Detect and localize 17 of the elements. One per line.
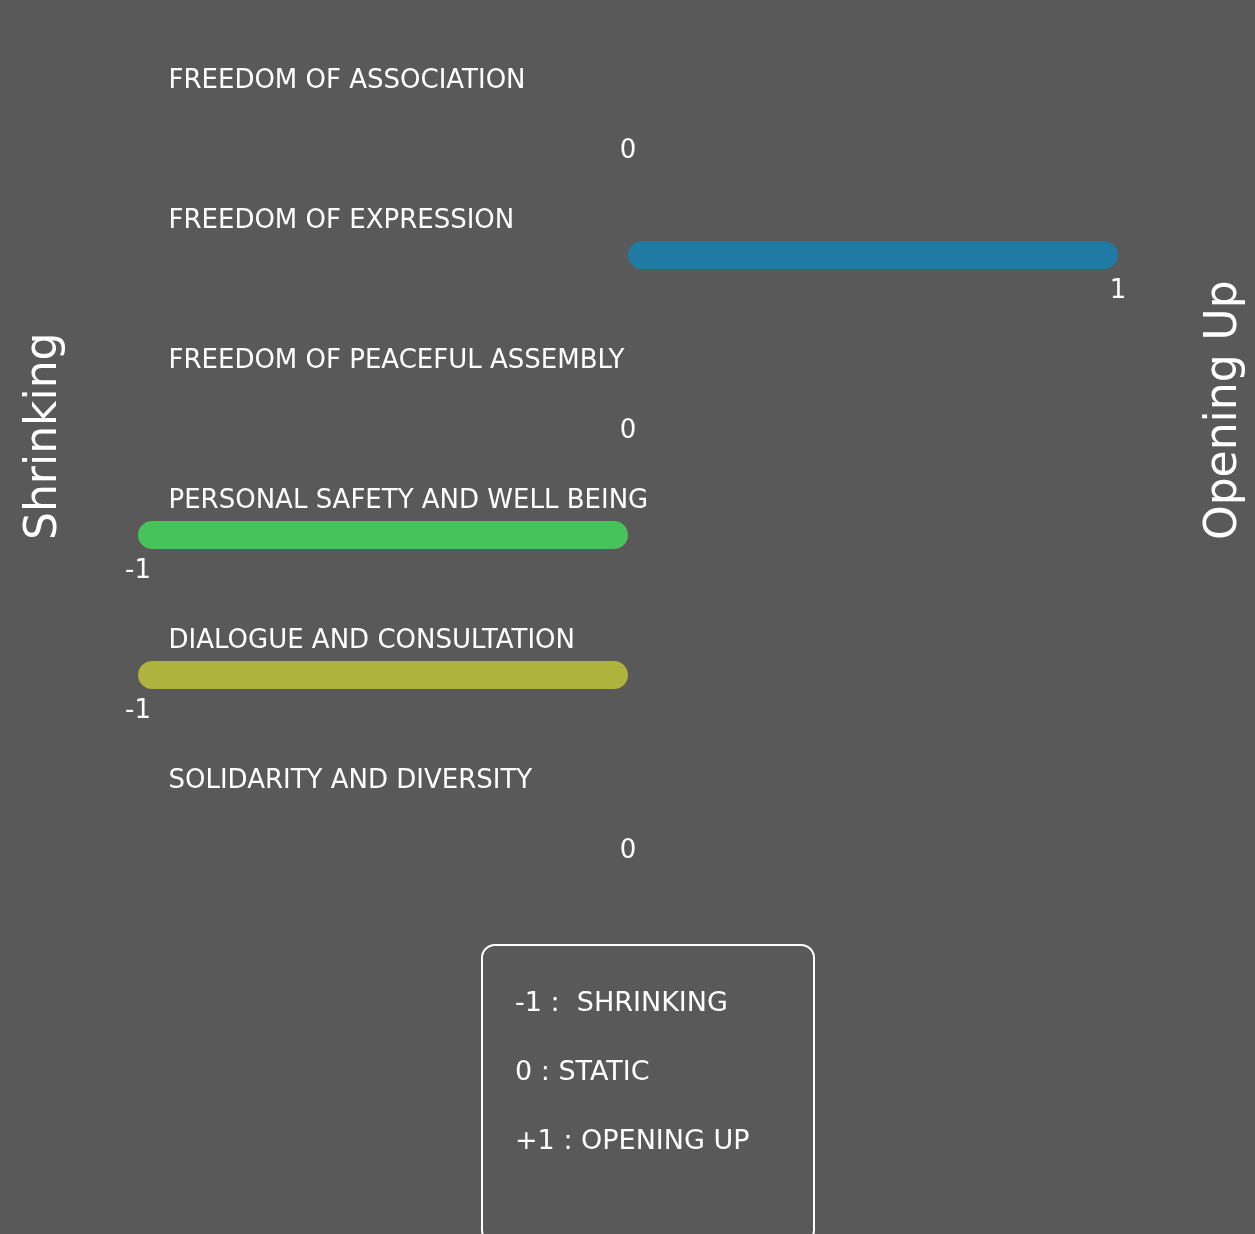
data-label: 0 xyxy=(619,834,637,864)
y-tick-label: FREEDOM OF EXPRESSION xyxy=(168,204,515,234)
data-label: 0 xyxy=(619,134,637,164)
data-label: 1 xyxy=(1109,274,1127,304)
data-label: -1 xyxy=(125,554,151,584)
text: -1 : SHRINKING xyxy=(515,986,729,1017)
y-tick-label: SOLIDARITY AND DIVERSITY xyxy=(168,764,533,794)
data-label: -1 xyxy=(125,694,151,724)
text: +1 : OPENING UP xyxy=(515,1124,751,1155)
y-tick-label: PERSONAL SAFETY AND WELL BEING xyxy=(168,484,649,514)
y-tick-label: FREEDOM OF PEACEFUL ASSEMBLY xyxy=(168,344,625,374)
data-label: 0 xyxy=(619,414,637,444)
text: 0 : STATIC xyxy=(515,1055,651,1086)
text: Opening Up xyxy=(1194,280,1246,540)
y-tick-label: DIALOGUE AND CONSULTATION xyxy=(168,624,575,654)
text: Shrinking xyxy=(14,332,66,540)
y-tick-label: FREEDOM OF ASSOCIATION xyxy=(168,64,526,94)
